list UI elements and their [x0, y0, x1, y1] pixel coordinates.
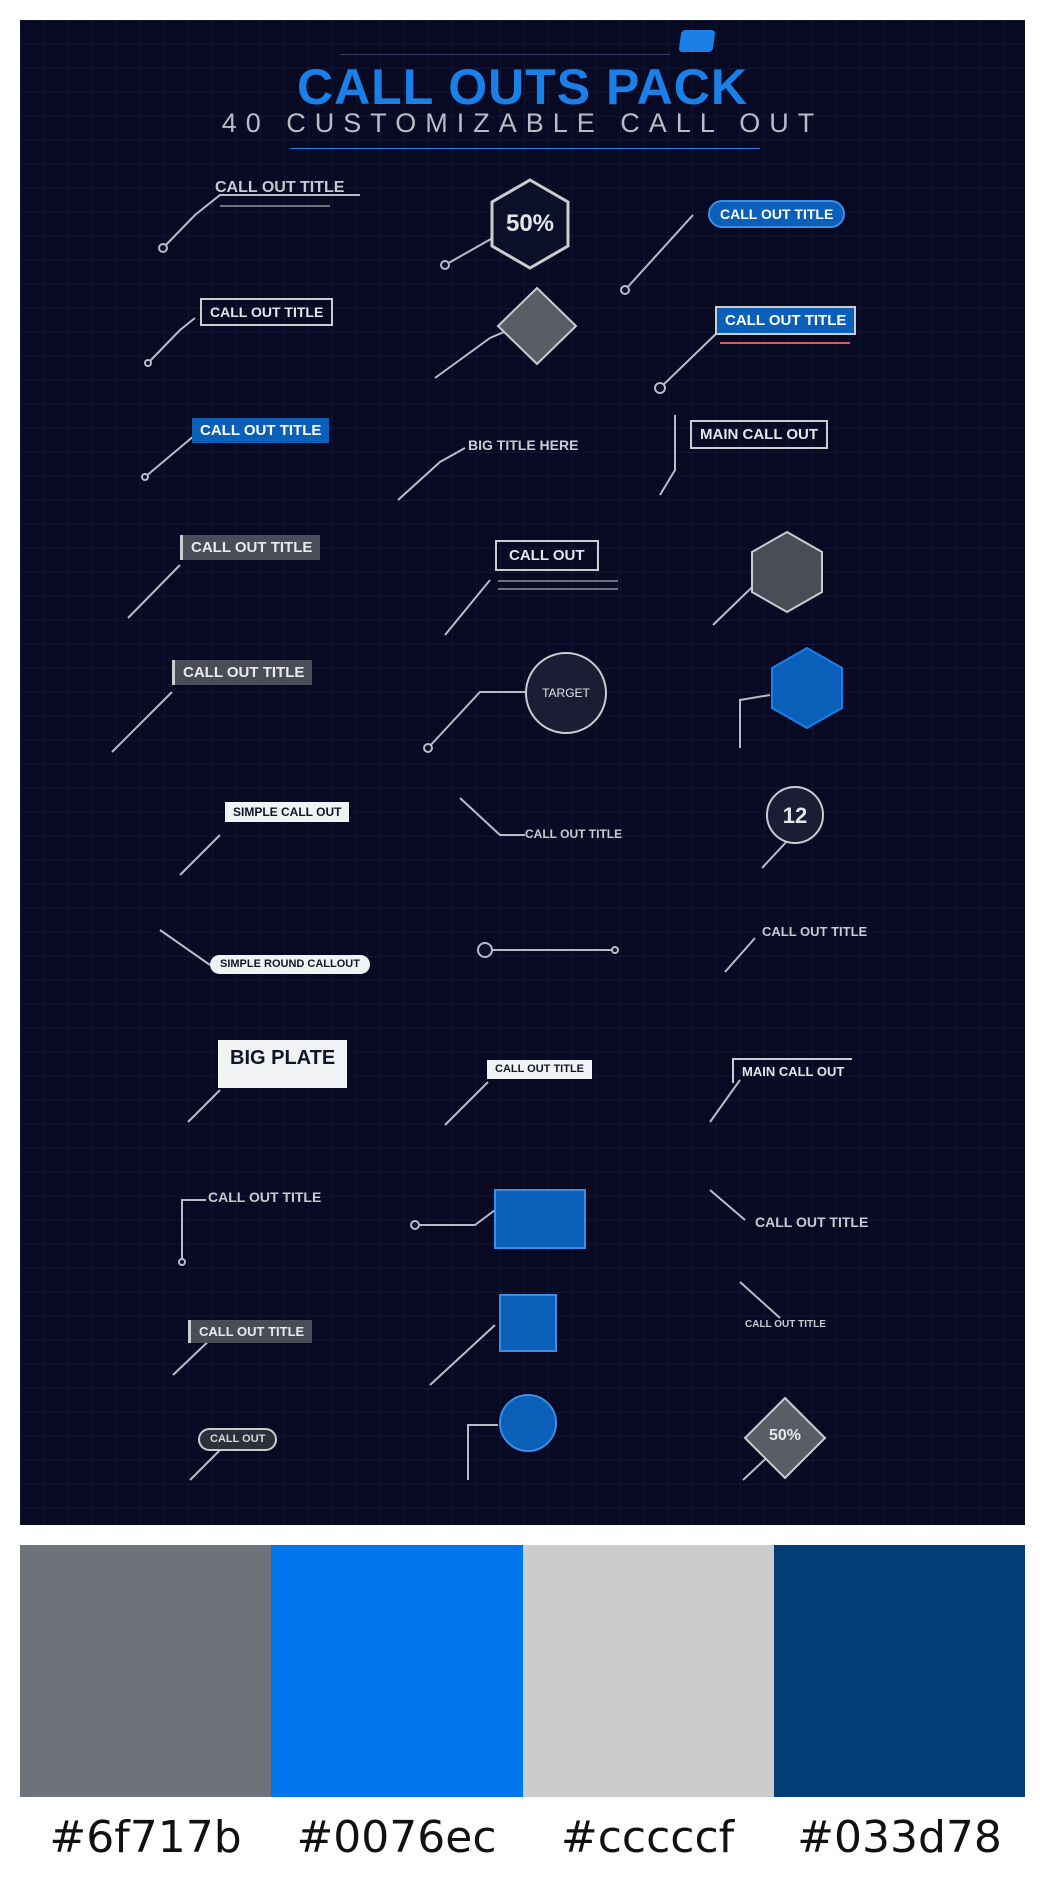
- leader-dot: [178, 1258, 186, 1266]
- callout-big-plate: BIG PLATE: [218, 1040, 348, 1088]
- poster-subtitle: 40 CUSTOMIZABLE CALL OUT: [221, 108, 824, 138]
- leader-line: [429, 1324, 496, 1386]
- swatch-blue: [271, 1545, 523, 1797]
- leader-line: [444, 1081, 489, 1126]
- leader-dot: [477, 942, 493, 958]
- leader-line: [415, 1209, 496, 1226]
- callouts-poster: CALL OUTS PACK 40 CUSTOMIZABLE CALL OUT: [20, 20, 1025, 1525]
- callout-gray-box: CALL OUT TITLE: [172, 660, 313, 685]
- callout-subline: [498, 580, 618, 582]
- leader-line: [397, 447, 466, 501]
- poster-title: CALL OUTS PACK: [296, 59, 749, 115]
- leader-dot: [144, 359, 152, 367]
- callout-white-box: SIMPLE CALL OUT: [225, 802, 350, 822]
- callout-gray-box: CALL OUT TITLE: [180, 535, 321, 560]
- leader-dot: [141, 473, 149, 481]
- callout-title: CALL OUT TITLE: [215, 179, 345, 196]
- hexagon-badge-blue: [771, 646, 843, 730]
- swatch-navy: [773, 1545, 1025, 1797]
- leader-line: [739, 694, 771, 748]
- swatch-hex-label: #cccccf: [560, 1812, 735, 1863]
- leader-line: [659, 415, 676, 496]
- leader-line: [459, 797, 525, 836]
- circle-badge-12: [766, 786, 824, 844]
- callout-outline-box: CALL OUT: [495, 540, 599, 571]
- leader-line: [624, 214, 694, 291]
- leader-line: [144, 434, 196, 478]
- callout-leader-lines: [111, 178, 843, 1481]
- callout-outline-box: CALL OUT TITLE: [200, 298, 334, 326]
- leader-dot: [158, 243, 168, 253]
- leader-dot: [410, 1220, 420, 1230]
- badge-value-50: 50%: [505, 210, 555, 237]
- leader-line: [147, 317, 196, 364]
- callout-blue-pill: CALL OUT TITLE: [708, 200, 846, 228]
- leader-line: [444, 234, 499, 266]
- callout-title: CALL OUT TITLE: [745, 1319, 826, 1330]
- target-circle: [525, 652, 607, 734]
- swatch-hex-label: #033d78: [797, 1812, 1002, 1863]
- leader-dot: [440, 260, 450, 270]
- blue-circle-badge: [499, 1394, 557, 1452]
- callout-subline: [720, 342, 850, 344]
- leader-dot: [654, 382, 666, 394]
- hexagon-badge-gray: [751, 530, 823, 614]
- leader-line: [127, 564, 181, 619]
- swatch-hex-label: #6f717b: [49, 1812, 242, 1863]
- callout-gray-box: CALL OUT TITLE: [188, 1320, 313, 1343]
- callout-main-box: MAIN CALL OUT: [732, 1058, 853, 1083]
- diamond-badge: [496, 286, 578, 366]
- callout-white-pill: SIMPLE ROUND CALLOUT: [210, 955, 370, 974]
- hexagon-badge-50: [490, 178, 570, 270]
- leader-line: [444, 579, 491, 636]
- leader-line: [659, 329, 721, 389]
- blue-square-plate: [494, 1189, 586, 1249]
- badge-value-50: 50%: [768, 1427, 802, 1444]
- swatch-light-gray: [522, 1545, 774, 1797]
- diamond-badge-50: [743, 1396, 827, 1480]
- leader-dot: [620, 285, 630, 295]
- callout-blue-box: CALL OUT TITLE: [715, 306, 857, 335]
- leader-dot: [423, 743, 433, 753]
- leader-line: [187, 1089, 221, 1123]
- callout-big-title: BIG TITLE HERE: [468, 437, 579, 453]
- leader-line: [709, 1079, 741, 1123]
- leader-line: [467, 1424, 498, 1480]
- leader-line: [159, 929, 211, 966]
- leader-line: [709, 1189, 746, 1221]
- swatch-hex-label: #0076ec: [296, 1812, 497, 1863]
- leader-line: [739, 1281, 781, 1319]
- target-label: TARGET: [542, 686, 590, 700]
- leader-line: [724, 937, 756, 973]
- leader-line: [181, 1199, 206, 1262]
- badge-value-12: 12: [782, 803, 808, 828]
- blue-square-badge: [499, 1294, 557, 1352]
- callout-subline: [220, 205, 330, 207]
- swatch-gray: [20, 1545, 272, 1797]
- callout-main-box: MAIN CALL OUT: [690, 420, 829, 449]
- title-rule: [290, 148, 760, 149]
- callout-white-box: CALL OUT TITLE: [487, 1060, 593, 1079]
- leader-line: [162, 194, 360, 249]
- leader-line: [761, 837, 791, 869]
- leader-dot: [611, 946, 619, 954]
- color-palette: [20, 1545, 1025, 1797]
- callout-title: CALL OUT TITLE: [525, 827, 623, 841]
- callout-title: CALL OUT TITLE: [755, 1214, 869, 1230]
- callout-outline-pill: CALL OUT: [198, 1428, 278, 1451]
- callout-blue-box: CALL OUT TITLE: [192, 418, 330, 443]
- leader-line: [111, 691, 173, 753]
- callout-title: CALL OUT TITLE: [208, 1189, 322, 1205]
- callout-title: CALL OUT TITLE: [762, 924, 868, 939]
- leader-line: [427, 691, 530, 749]
- callout-subline: [498, 588, 618, 590]
- title-top-rule: [340, 54, 670, 55]
- leader-line: [179, 834, 221, 876]
